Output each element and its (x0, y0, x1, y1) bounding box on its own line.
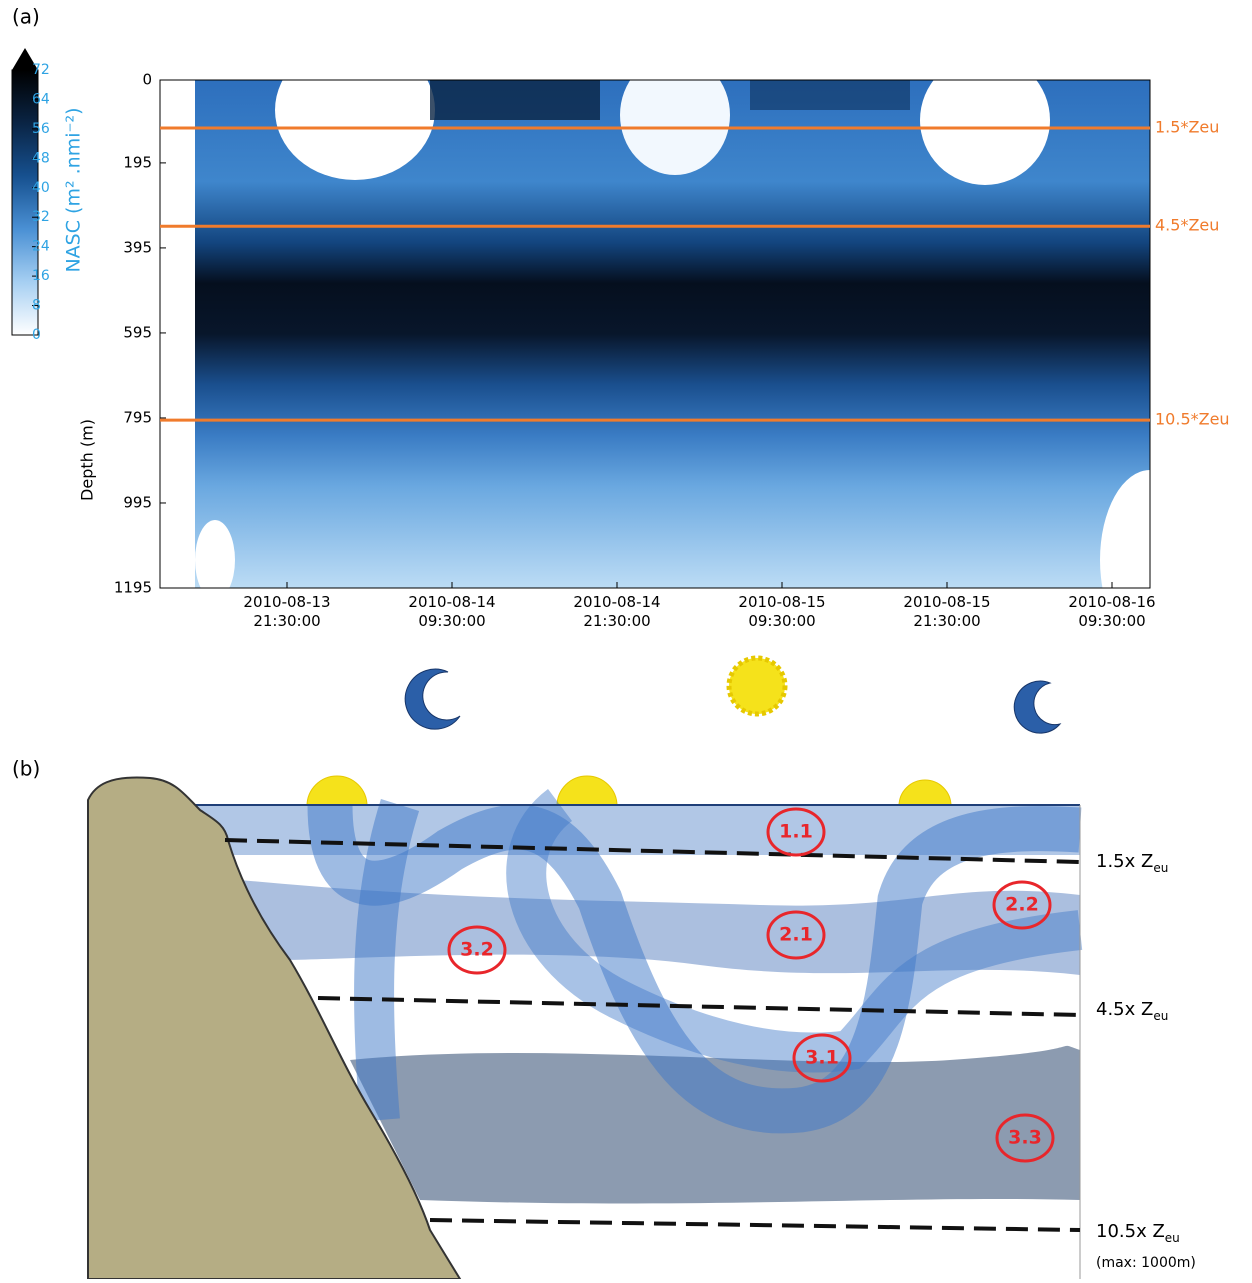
colorbar-tick-label: 16 (32, 268, 50, 284)
x-tick-label: 2010-08-14 09:30:00 (408, 593, 495, 630)
panel-label: (a) (12, 5, 40, 29)
reference-label: 1.5*Zeu (1155, 118, 1219, 137)
x-tick-time: 21:30:00 (253, 612, 320, 630)
zone-label: 1.1 (779, 821, 813, 843)
plot-frame (159, 79, 1151, 589)
depth-label-main: 4.5x Z (1096, 999, 1153, 1020)
depth-label-sub: eu (1153, 861, 1168, 875)
zone-label: 3.2 (460, 939, 494, 961)
y-tick-label: 0 (142, 71, 152, 89)
y-axis-title: Depth (m) (78, 419, 97, 501)
reference-label: 10.5*Zeu (1155, 410, 1230, 429)
echogram (160, 80, 1150, 588)
colorbar-tick-label: 64 (32, 91, 50, 107)
y-tick-label: 395 (123, 238, 152, 256)
zone-circle (992, 880, 1052, 930)
depth-label: 4.5x Zeu (1096, 999, 1168, 1023)
x-tick-date: 2010-08-15 (903, 593, 990, 611)
colorbar-tick-label: 32 (32, 209, 50, 225)
reference-label: 4.5*Zeu (1155, 216, 1219, 235)
y-tick-label: 195 (123, 153, 152, 171)
zone-circle (447, 925, 507, 975)
depth-label-sub: eu (1165, 1231, 1180, 1245)
zone-label: 3.1 (805, 1047, 839, 1069)
colorbar-tick-label: 40 (32, 180, 50, 196)
colorbar-extension (12, 48, 38, 70)
colorbar-tick-label: 72 (32, 62, 50, 78)
y-tick-label: 1195 (114, 579, 152, 597)
x-tick-label: 2010-08-16 09:30:00 (1068, 593, 1155, 630)
colorbar-tick-label: 56 (32, 121, 50, 137)
y-tick-label: 795 (123, 408, 152, 426)
x-tick-date: 2010-08-15 (738, 593, 825, 611)
depth-label: 10.5x Zeu (1096, 1221, 1180, 1245)
x-tick-label: 2010-08-13 21:30:00 (243, 593, 330, 630)
x-tick-time: 21:30:00 (583, 612, 650, 630)
y-tick-label: 995 (123, 493, 152, 511)
zone-circle (766, 807, 826, 857)
x-tick-date: 2010-08-14 (573, 593, 660, 611)
x-tick-time: 09:30:00 (748, 612, 815, 630)
colorbar-title: NASC (m² .nmi⁻²) (63, 107, 85, 272)
colorbar (11, 69, 39, 336)
x-tick-label: 2010-08-15 21:30:00 (903, 593, 990, 630)
colorbar-tick-label: 24 (32, 239, 50, 255)
zone-label: 3.3 (1008, 1127, 1042, 1149)
x-tick-date: 2010-08-13 (243, 593, 330, 611)
depth-label-sub: eu (1153, 1009, 1168, 1023)
depth-label-main: 1.5x Z (1096, 851, 1153, 872)
x-tick-label: 2010-08-14 21:30:00 (573, 593, 660, 630)
x-tick-time: 09:30:00 (418, 612, 485, 630)
colorbar-tick-label: 0 (32, 327, 41, 343)
y-tick-label: 595 (123, 323, 152, 341)
x-tick-label: 2010-08-15 09:30:00 (738, 593, 825, 630)
x-tick-date: 2010-08-16 (1068, 593, 1155, 611)
depth-note: (max: 1000m) (1096, 1255, 1196, 1271)
schematic (87, 775, 1083, 1280)
zone-label: 2.2 (1005, 894, 1039, 916)
zone-circle (792, 1033, 852, 1083)
panel-label: (b) (12, 757, 40, 781)
x-tick-date: 2010-08-14 (408, 593, 495, 611)
x-tick-time: 21:30:00 (913, 612, 980, 630)
colorbar-tick-label: 48 (32, 150, 50, 166)
zone-circle (995, 1113, 1055, 1163)
zone-label: 2.1 (779, 924, 813, 946)
zone-circle (766, 910, 826, 960)
depth-label: 1.5x Zeu (1096, 851, 1168, 875)
depth-label-main: 10.5x Z (1096, 1221, 1165, 1242)
colorbar-tick-label: 8 (32, 298, 41, 314)
icons (404, 655, 1062, 734)
x-tick-time: 09:30:00 (1078, 612, 1145, 630)
